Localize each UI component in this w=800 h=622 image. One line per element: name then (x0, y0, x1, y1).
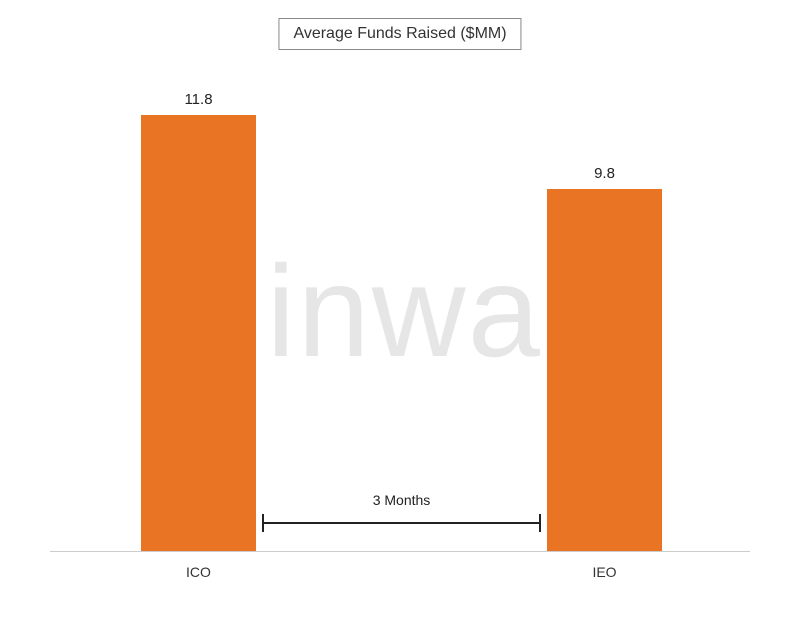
bar-value-label: 9.8 (547, 165, 662, 182)
interval-line (262, 522, 541, 524)
interval-bracket: 3 Months (262, 514, 541, 532)
chart-area: 11.8 9.8 3 Months (50, 90, 750, 552)
chart-title: Average Funds Raised ($MM) (278, 18, 521, 50)
chart-baseline (50, 551, 750, 552)
bar-ieo: 9.8 (547, 189, 662, 551)
interval-cap-left (262, 514, 264, 532)
category-label: IEO (547, 564, 662, 580)
bar-ico: 11.8 (141, 115, 256, 551)
category-label: ICO (141, 564, 256, 580)
bar-value-label: 11.8 (141, 91, 256, 108)
chart-title-text: Average Funds Raised ($MM) (293, 25, 506, 42)
interval-cap-right (539, 514, 541, 532)
interval-label: 3 Months (262, 492, 541, 508)
